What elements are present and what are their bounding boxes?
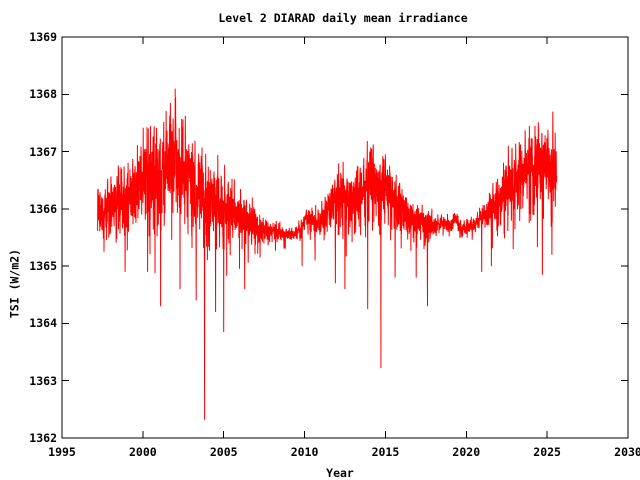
y-tick-label-1362: 1362 <box>29 431 57 445</box>
y-tick-label-1368: 1368 <box>29 87 57 102</box>
x-tick-label-2015: 2015 <box>371 445 400 459</box>
y-tick-label-1369: 1369 <box>29 30 57 44</box>
y-tick-label-1367: 1367 <box>29 144 57 159</box>
y-tick-label-1363: 1363 <box>29 373 57 388</box>
x-tick-label-2030: 2030 <box>614 445 640 459</box>
x-tick-label-2010: 2010 <box>290 445 319 459</box>
y-tick-label-1364: 1364 <box>29 316 57 331</box>
data-series <box>97 88 558 420</box>
chart-title: Level 2 DIARAD daily mean irradiance <box>218 11 468 25</box>
x-tick-label-2000: 2000 <box>128 445 157 459</box>
y-tick-label-1366: 1366 <box>29 201 57 216</box>
x-tick-label-2005: 2005 <box>209 445 238 459</box>
y-tick-label-1365: 1365 <box>29 259 57 274</box>
x-tick-label-2025: 2025 <box>533 445 561 459</box>
x-axis-label: Year <box>326 466 354 480</box>
x-tick-label-2020: 2020 <box>452 445 481 459</box>
x-tick-label-1995: 1995 <box>48 445 76 459</box>
plot-frame <box>61 36 629 439</box>
